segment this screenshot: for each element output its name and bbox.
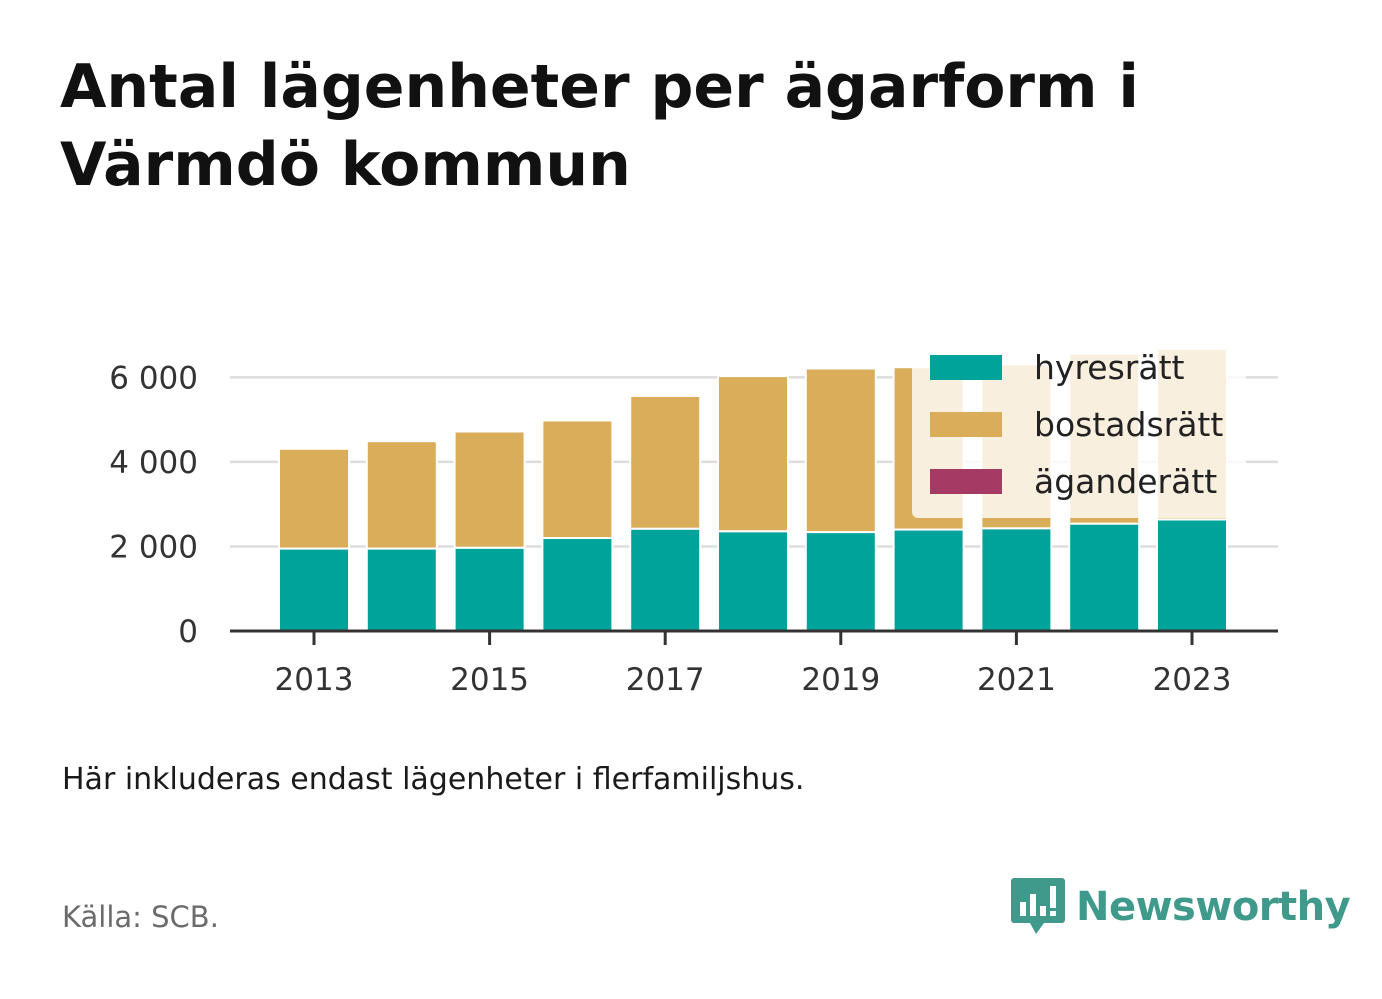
chart-title: Antal lägenheter per ägarform i Värmdö k… — [60, 52, 1139, 200]
bar-segment — [629, 527, 702, 633]
y-tick-label: 6 000 — [109, 360, 198, 396]
stacked-bar-chart: 0 2 000 4 000 6 000 2013 2015 2017 2019 2021 2023… — [109, 342, 1278, 698]
source-text: Källa: SCB. — [62, 900, 219, 934]
x-tick-label: 2013 — [275, 662, 354, 698]
bar-segment — [365, 547, 438, 632]
bar-segment — [541, 419, 614, 539]
bar-segment — [541, 537, 614, 632]
logo-text: Newsworthy — [1076, 884, 1351, 930]
chart-note: Här inkluderas endast lägenheter i flerf… — [62, 762, 805, 797]
bar-segment — [804, 367, 877, 534]
bar-segment — [278, 547, 350, 632]
bar-segment — [453, 546, 526, 632]
bar-segment — [717, 375, 789, 533]
y-tick-label: 4 000 — [109, 445, 198, 481]
bar-segment — [629, 394, 702, 530]
x-tick-label: 2023 — [1153, 662, 1232, 698]
bar-chart-speech-bubble-icon — [1011, 878, 1065, 934]
x-tick-label: 2021 — [977, 662, 1056, 698]
axes: 0 2 000 4 000 6 000 2013 2015 2017 2019 2021 2023 — [109, 360, 1278, 698]
y-tick-label: 2 000 — [109, 529, 198, 565]
y-tick-label: 0 — [178, 614, 198, 650]
bar-segment — [365, 440, 438, 550]
x-tick-label: 2017 — [626, 662, 705, 698]
bar-segment — [892, 528, 965, 633]
bar-segment — [1068, 522, 1141, 632]
legend-swatch — [930, 469, 1002, 494]
x-tick-label: 2019 — [801, 662, 880, 698]
bar-segment — [278, 447, 350, 550]
bar-segment — [980, 527, 1053, 633]
bar-segment — [453, 430, 526, 549]
legend-label: hyresrätt — [1034, 348, 1185, 387]
legend-swatch — [930, 412, 1002, 437]
legend-label: bostadsrätt — [1034, 405, 1223, 444]
legend: hyresrätt bostadsrätt äganderätt — [912, 342, 1246, 518]
legend-swatch — [930, 355, 1002, 380]
bar-segment — [1156, 518, 1228, 633]
newsworthy-logo: Newsworthy — [1010, 876, 1351, 938]
bar-segment — [717, 530, 789, 633]
legend-label: äganderätt — [1034, 462, 1217, 501]
bar-segment — [804, 531, 877, 633]
x-tick-label: 2015 — [450, 662, 529, 698]
